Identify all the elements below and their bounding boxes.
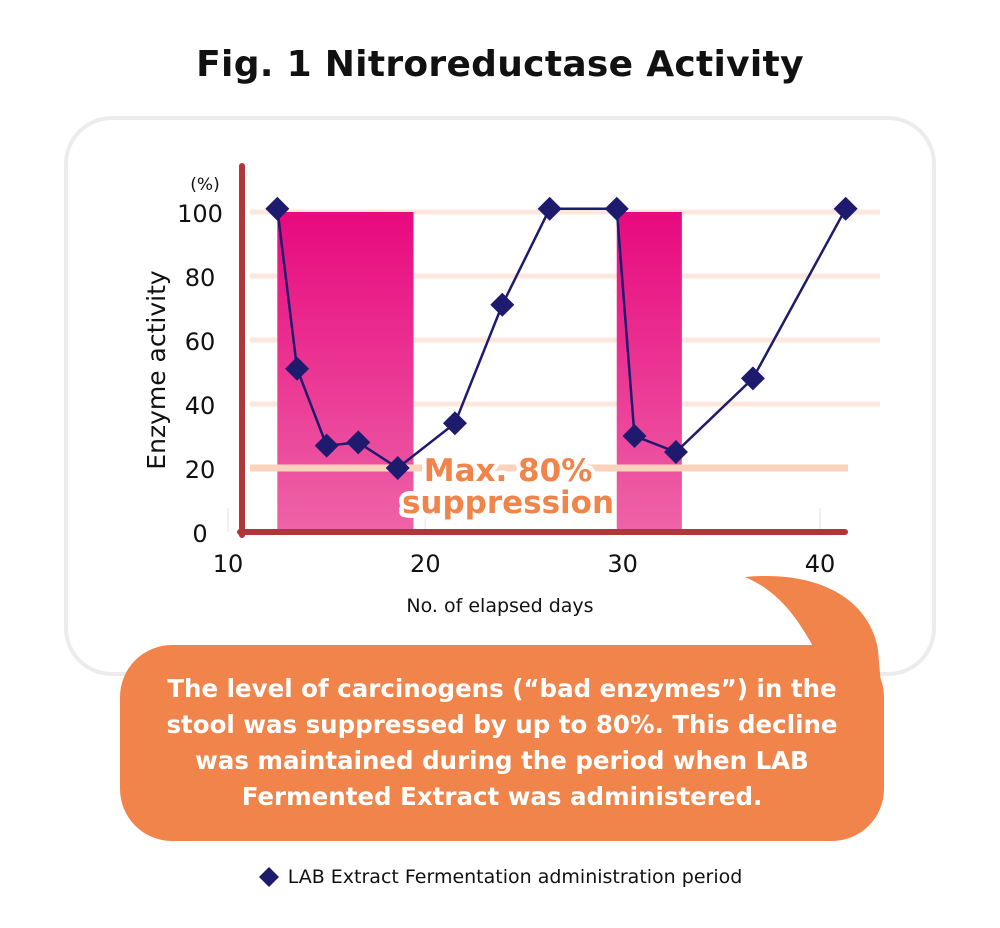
x-tick-label: 30 — [607, 550, 638, 578]
administration-period-bar — [616, 212, 682, 532]
data-point-diamond — [740, 366, 765, 391]
data-point-diamond — [314, 433, 339, 458]
data-point-diamond — [442, 411, 467, 436]
legend-label: LAB Extract Fermentation administration … — [287, 866, 743, 888]
callout-text: The level of carcinogens (“bad enzymes”)… — [166, 674, 838, 811]
y-tick-label: 100 — [177, 200, 223, 228]
x-tick-label: 10 — [213, 550, 244, 578]
y-tick-label: 60 — [185, 328, 216, 356]
data-point-diamond — [833, 196, 858, 221]
x-tick-label: 20 — [410, 550, 441, 578]
data-point-diamond — [385, 456, 410, 480]
x-tick-label: 40 — [805, 550, 836, 578]
data-point-diamond — [490, 292, 515, 317]
y-tick-label: 80 — [185, 264, 216, 292]
y-tick-label: 20 — [185, 456, 216, 484]
data-point-diamond — [265, 196, 290, 221]
x-axis-title: No. of elapsed days — [406, 595, 593, 617]
data-point-diamond — [663, 440, 688, 464]
y-tick-label: 0 — [192, 520, 207, 548]
legend: LAB Extract Fermentation administration … — [0, 866, 1000, 888]
y-unit-label: (%) — [190, 175, 219, 195]
data-point-diamond — [346, 430, 371, 455]
data-point-diamond — [604, 196, 629, 221]
data-point-diamond — [537, 196, 562, 221]
y-axis-title: Enzyme activity — [142, 270, 171, 470]
annotation-line-2: suppression — [402, 485, 614, 521]
figure-title: Fig. 1 Nitroreductase Activity — [196, 44, 804, 85]
callout-bubble: The level of carcinogens (“bad enzymes”)… — [120, 645, 884, 841]
legend-diamond-icon — [258, 867, 279, 887]
annotation-line-1: Max. 80% — [424, 453, 593, 489]
data-point-diamond — [622, 424, 647, 448]
data-point-diamond — [285, 356, 310, 381]
y-tick-label: 40 — [185, 392, 216, 420]
